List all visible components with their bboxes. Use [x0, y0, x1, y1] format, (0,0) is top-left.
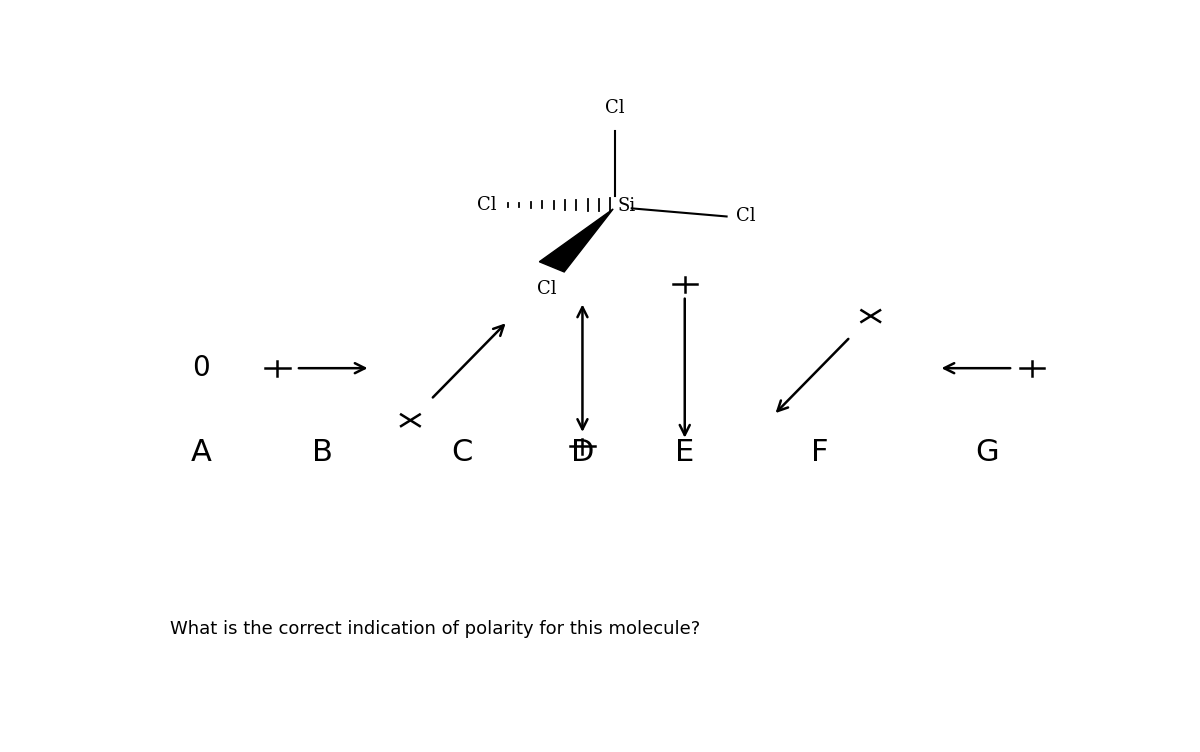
Text: A: A: [191, 438, 211, 467]
Polygon shape: [539, 209, 613, 272]
Text: D: D: [571, 438, 594, 467]
Text: What is the correct indication of polarity for this molecule?: What is the correct indication of polari…: [170, 620, 701, 638]
Text: F: F: [811, 438, 828, 467]
Text: Cl: Cl: [736, 208, 756, 226]
Text: G: G: [976, 438, 998, 467]
Text: Cl: Cl: [538, 280, 557, 298]
Text: 0: 0: [192, 354, 210, 382]
Text: C: C: [451, 438, 473, 467]
Text: Cl: Cl: [478, 196, 497, 214]
Text: B: B: [312, 438, 332, 467]
Text: E: E: [676, 438, 695, 467]
Text: Cl: Cl: [605, 99, 625, 117]
Text: Si: Si: [618, 197, 636, 215]
